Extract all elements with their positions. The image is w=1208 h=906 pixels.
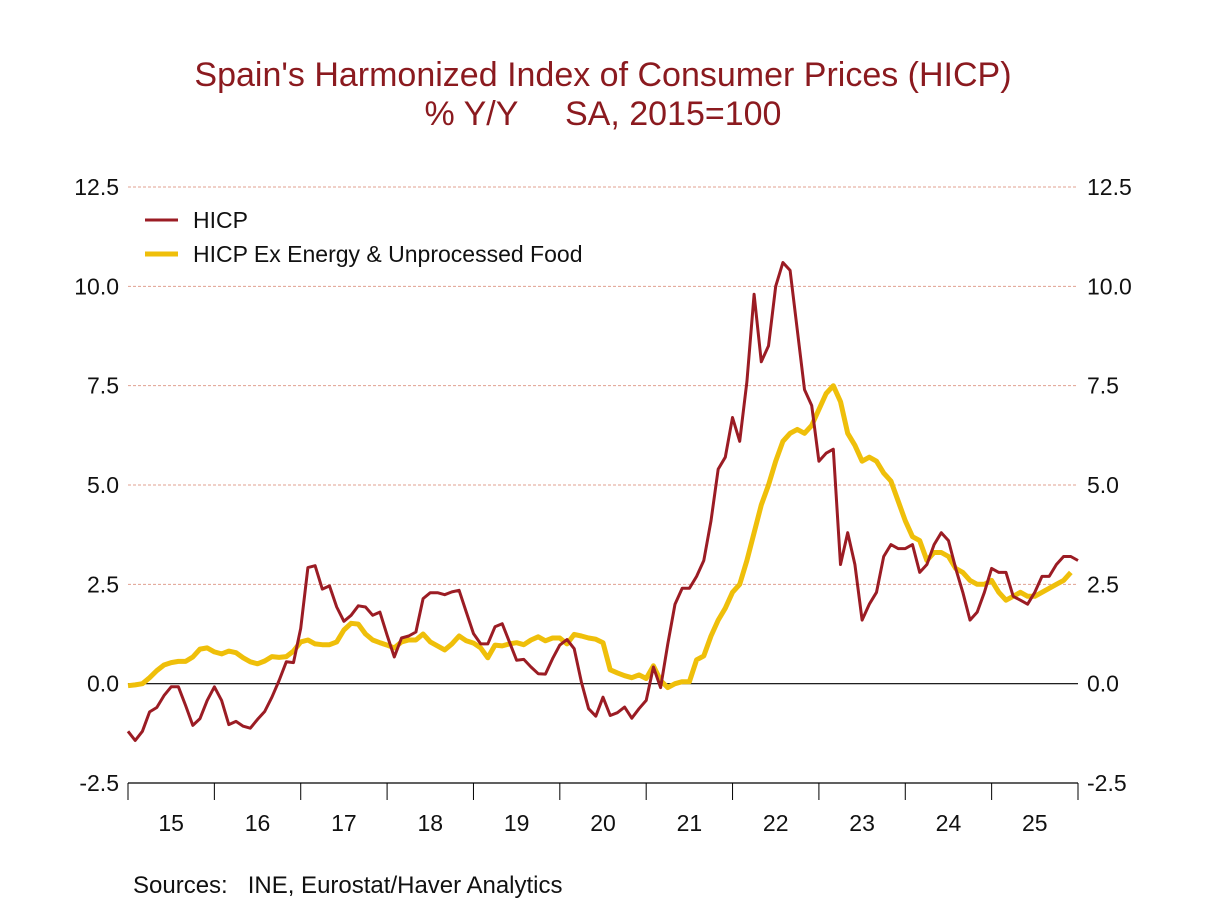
x-tick-label: 15 — [158, 810, 184, 836]
y-axis-left: 12.5 10.0 7.5 5.0 2.5 0.0 -2.5 — [74, 174, 119, 796]
y-tick-label-right: 7.5 — [1087, 373, 1119, 399]
y-tick-label-left: 5.0 — [87, 472, 119, 498]
chart-title: Spain's Harmonized Index of Consumer Pri… — [194, 56, 1011, 94]
source-note: Sources: INE, Eurostat/Haver Analytics — [133, 872, 563, 899]
series-line-hicp-core — [127, 383, 1073, 691]
y-tick-label-right: 0.0 — [1087, 671, 1119, 697]
series-line-hicp — [126, 261, 1079, 742]
x-tick-label: 19 — [504, 810, 530, 836]
y-tick-label-left: 10.0 — [74, 273, 119, 299]
y-tick-label-right: 2.5 — [1087, 571, 1119, 597]
gridlines — [128, 186, 1078, 685]
x-tick-label: 24 — [936, 810, 962, 836]
y-tick-label-right: 12.5 — [1087, 174, 1132, 200]
y-tick-label-right: 5.0 — [1087, 472, 1119, 498]
y-tick-label-right: -2.5 — [1087, 770, 1127, 796]
x-tick-label: 18 — [417, 810, 443, 836]
x-tick-label: 17 — [331, 810, 357, 836]
y-tick-label-left: 12.5 — [74, 174, 119, 200]
y-tick-label-right: 10.0 — [1087, 273, 1132, 299]
x-tick-label: 20 — [590, 810, 616, 836]
x-tick-label: 25 — [1022, 810, 1048, 836]
x-tick-label: 23 — [849, 810, 875, 836]
x-axis: 15 16 17 18 19 20 21 22 23 24 25 — [127, 782, 1079, 836]
y-tick-label-left: 7.5 — [87, 373, 119, 399]
legend: HICP HICP Ex Energy & Unprocessed Food — [145, 207, 582, 267]
y-tick-label-left: 2.5 — [87, 571, 119, 597]
y-tick-label-left: -2.5 — [79, 770, 119, 796]
x-tick-label: 16 — [245, 810, 271, 836]
y-tick-label-left: 0.0 — [87, 671, 119, 697]
chart-subtitle: % Y/Y SA, 2015=100 — [425, 95, 782, 133]
series-lines — [126, 261, 1079, 742]
x-tick-label: 21 — [677, 810, 703, 836]
y-axis-right: 12.5 10.0 7.5 5.0 2.5 0.0 -2.5 — [1087, 174, 1132, 796]
x-tick-label: 22 — [763, 810, 789, 836]
legend-label-core: HICP Ex Energy & Unprocessed Food — [193, 241, 582, 267]
legend-label-hicp: HICP — [193, 207, 248, 233]
